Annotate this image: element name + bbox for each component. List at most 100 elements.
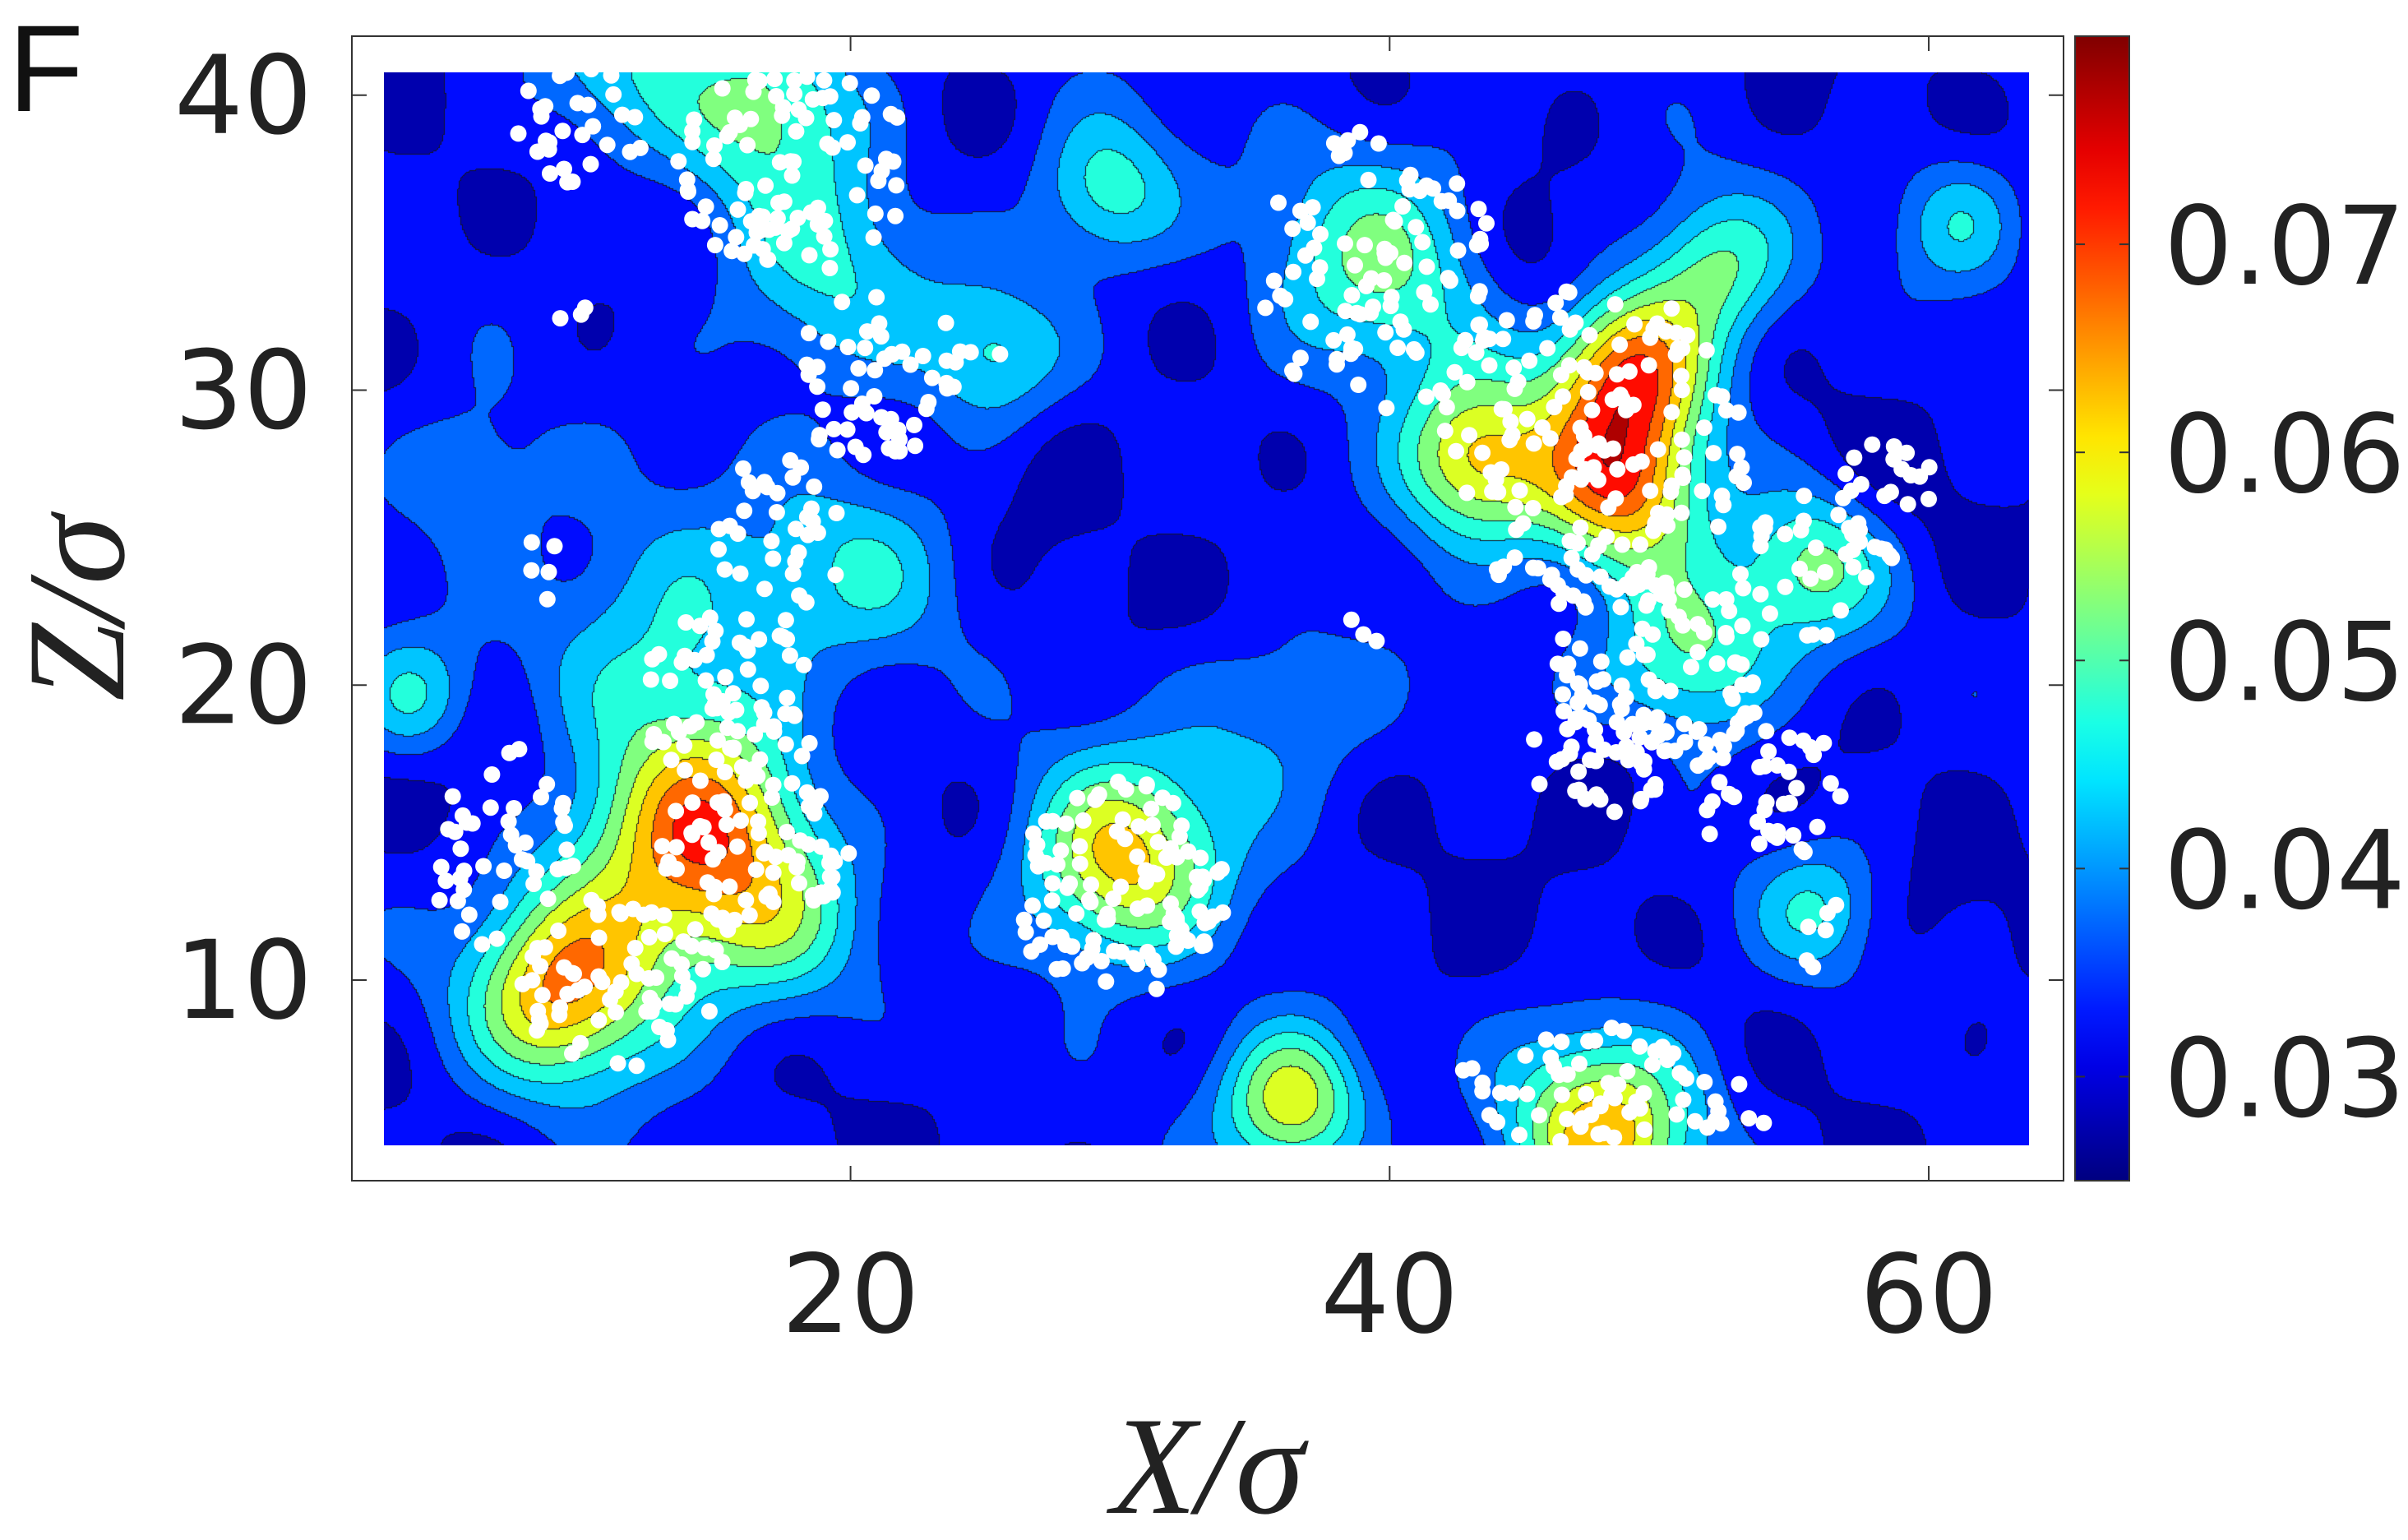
particle-point: [1899, 496, 1916, 513]
particle-point: [1579, 363, 1597, 381]
particle-point: [432, 858, 450, 876]
particle-point: [691, 772, 709, 789]
particle-point: [536, 939, 553, 956]
particle-point: [1075, 812, 1092, 829]
particle-point: [525, 948, 541, 965]
particle-point: [766, 71, 783, 87]
particle-point: [1084, 941, 1101, 957]
particle-point: [1756, 802, 1773, 819]
particle-point: [1017, 923, 1034, 941]
particle-point: [1647, 515, 1664, 531]
particle-point: [1496, 400, 1513, 418]
particle-point: [1717, 402, 1735, 419]
particle-point: [783, 775, 801, 792]
particle-point: [829, 442, 846, 459]
particle-point: [538, 775, 556, 793]
particle-point: [1311, 259, 1329, 276]
particle-point: [735, 460, 751, 477]
particle-point: [1195, 933, 1213, 950]
particle-point: [1555, 631, 1572, 647]
particle-point: [626, 109, 644, 126]
particle-point: [500, 813, 517, 830]
particle-point: [770, 194, 787, 211]
particle-point: [866, 388, 883, 405]
particle-point: [1360, 171, 1377, 188]
particle-point: [1631, 1038, 1648, 1055]
particle-point: [1696, 1074, 1713, 1090]
particle-point: [1881, 547, 1898, 564]
particle-point: [1758, 723, 1775, 740]
particle-point: [662, 673, 679, 689]
particle-point: [1898, 444, 1916, 461]
particle-point: [858, 323, 876, 340]
particle-point: [839, 134, 856, 151]
particle-point: [739, 136, 756, 154]
particle-point: [1760, 743, 1777, 760]
particle-point: [1830, 506, 1847, 524]
particle-point: [1673, 382, 1690, 399]
particle-point: [1531, 775, 1548, 793]
particle-point: [1440, 192, 1458, 209]
particle-point: [1463, 1060, 1481, 1077]
particle-point: [1583, 401, 1601, 419]
particle-point: [1575, 593, 1592, 610]
particle-point: [1712, 732, 1729, 748]
particle-point: [800, 798, 817, 815]
particle-point: [883, 418, 900, 435]
particle-point: [729, 201, 746, 218]
particle-point: [1640, 357, 1657, 374]
particle-point: [1352, 123, 1369, 141]
particle-point: [826, 853, 843, 870]
particle-point: [1257, 299, 1274, 317]
particle-point: [449, 892, 466, 909]
particle-point: [729, 838, 746, 855]
particle-point: [840, 844, 857, 862]
particle-point: [1357, 277, 1375, 294]
particle-point: [496, 862, 513, 879]
particle-point: [1675, 449, 1693, 466]
particle-point: [1087, 791, 1104, 808]
particle-point: [1557, 486, 1574, 503]
particle-point: [1592, 653, 1610, 670]
particle-point: [714, 80, 731, 97]
particle-point: [744, 483, 761, 500]
particle-point: [641, 989, 659, 1006]
particle-point: [779, 824, 795, 840]
particle-point: [872, 328, 890, 345]
particle-point: [1675, 1091, 1692, 1108]
particle-point: [1471, 283, 1488, 300]
particle-point: [1148, 980, 1165, 997]
particle-point: [801, 247, 818, 264]
particle-point: [746, 726, 764, 743]
particle-point: [798, 356, 816, 373]
particle-point: [655, 907, 672, 924]
particle-point: [1902, 467, 1920, 483]
particle-point: [599, 136, 616, 154]
particle-point: [555, 813, 572, 830]
particle-point: [1796, 488, 1813, 505]
particle-point: [1609, 460, 1626, 478]
particle-point: [1071, 855, 1088, 872]
particle-point: [1647, 1043, 1664, 1060]
particle-point: [1368, 632, 1385, 650]
particle-point: [1620, 752, 1637, 769]
particle-point: [914, 348, 931, 364]
particle-point: [1325, 331, 1343, 349]
particle-point: [1139, 897, 1156, 914]
particle-point: [464, 815, 481, 832]
particle-point: [1755, 1114, 1772, 1131]
particle-point: [1554, 751, 1570, 768]
particle-point: [1112, 878, 1130, 895]
particle-point: [839, 421, 856, 438]
particle-point: [1805, 747, 1823, 764]
particle-point: [663, 752, 680, 769]
particle-point: [1213, 861, 1230, 878]
particle-point: [938, 374, 955, 391]
particle-point: [1638, 597, 1655, 614]
particle-point: [1837, 546, 1855, 562]
particle-point: [1339, 132, 1357, 149]
particle-point: [1663, 300, 1680, 317]
particle-point: [1446, 363, 1463, 381]
particle-point: [707, 622, 724, 640]
particle-point: [1850, 515, 1867, 532]
